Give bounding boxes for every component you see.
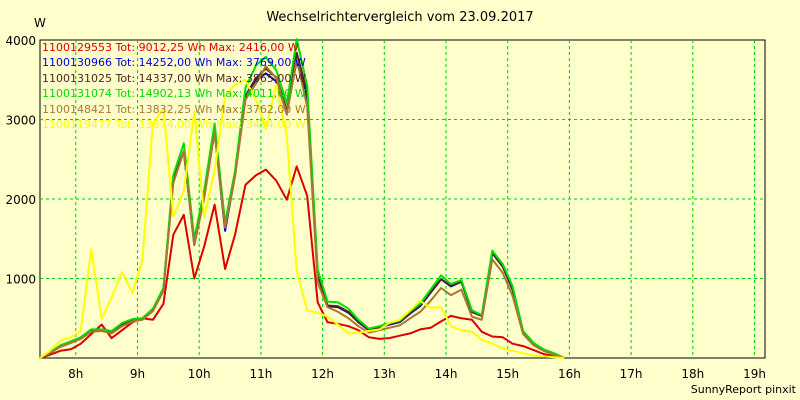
series-line-3 <box>39 51 565 359</box>
series-line-5 <box>39 58 565 359</box>
series-line-1 <box>39 165 565 359</box>
x-tick-label: 16h <box>558 367 581 381</box>
y-tick-label: 2000 <box>5 193 36 207</box>
legend: 1100129553 Tot: 9012,25 Wh Max: 2416,00 … <box>42 40 306 132</box>
legend-entry-6: 1100119477 Tot: 13874,00 Wh Max: 3494,00… <box>42 117 306 131</box>
x-tick-label: 12h <box>311 367 334 381</box>
series-line-6 <box>39 79 565 359</box>
footer-credit: SunnyReport pinxit <box>690 383 796 396</box>
x-tick-label: 19h <box>743 367 766 381</box>
x-tick-label: 17h <box>620 367 643 381</box>
legend-entry-2: 1100130966 Tot: 14252,00 Wh Max: 3769,00… <box>42 56 306 70</box>
legend-entry-5: 1100148421 Tot: 13832,25 Wh Max: 3762,00… <box>42 102 306 116</box>
x-tick-label: 13h <box>373 367 396 381</box>
x-tick-label: 9h <box>130 367 145 381</box>
x-tick-label: 10h <box>188 367 211 381</box>
y-tick-label: 4000 <box>5 34 36 48</box>
y-tick-label: 1000 <box>5 273 36 287</box>
x-tick-label: 11h <box>249 367 272 381</box>
x-tick-label: 15h <box>496 367 519 381</box>
x-tick-label: 8h <box>68 367 83 381</box>
y-tick-label: 3000 <box>5 114 36 128</box>
chart-title: Wechselrichtervergleich vom 23.09.2017 <box>266 10 534 25</box>
x-tick-label: 14h <box>435 367 458 381</box>
y-axis-unit: W <box>34 16 46 30</box>
x-tick-label: 18h <box>681 367 704 381</box>
legend-entry-4: 1100131074 Tot: 14902,13 Wh Max: 4011,00… <box>42 87 306 101</box>
legend-entry-1: 1100129553 Tot: 9012,25 Wh Max: 2416,00 … <box>42 41 299 54</box>
legend-entry-3: 1100131025 Tot: 14337,00 Wh Max: 3865,00… <box>42 71 306 85</box>
series-line-4 <box>39 38 565 359</box>
